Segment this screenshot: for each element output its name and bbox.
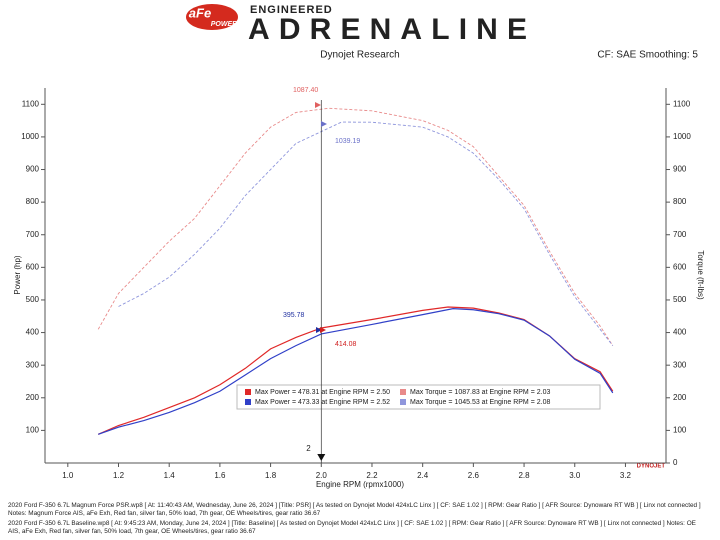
x-tick-label: 1.6 [214,471,226,480]
x-tick-label: 1.0 [62,471,74,480]
legend-label: Max Power = 478.31 at Engine RPM = 2.50 [255,389,390,396]
legend-label: Max Torque = 1045.53 at Engine RPM = 2.0… [410,399,550,406]
notes: 2020 Ford F-350 6.7L Magnum Force PSR.wp… [8,502,708,538]
y2-tick-label: 1100 [673,99,691,108]
y2-axis-label: Torque (ft-lbs) [696,250,705,300]
y-tick-label: 200 [26,393,40,402]
x-tick-label: 2.6 [468,471,480,480]
legend-swatch [245,389,251,395]
series-line [97,306,614,435]
header-title: ADRENALINE [248,13,528,46]
y-tick-label: 500 [26,295,40,304]
y2-tick-label: 300 [673,360,687,369]
y-tick-label: 800 [26,197,40,206]
annotation: 1039.19 [335,138,360,145]
annotation-pointer [321,121,327,127]
tagline: ENGINEERED [250,4,333,16]
legend: Max Power = 478.31 at Engine RPM = 2.50 M… [236,384,601,410]
y2-tick-label: 500 [673,295,687,304]
y-tick-label: 600 [26,262,40,271]
annotation-pointer [316,327,322,333]
legend-box [236,384,601,410]
x-tick-label: 2.2 [366,471,378,480]
note: 2020 Ford F-350 6.7L Magnum Force PSR.wp… [8,502,701,517]
y-tick-label: 700 [26,230,40,239]
chart-title: Dynojet Research [320,50,399,61]
x-tick-label: 2.4 [417,471,429,480]
y2-tick-label: 900 [673,165,687,174]
y-tick-label: 100 [26,426,40,435]
brand: aFe [189,5,211,20]
x-tick-label: 1.8 [265,471,277,480]
legend-label: Max Power = 473.33 at Engine RPM = 2.52 [255,399,390,406]
y-tick-label: 900 [26,165,40,174]
x-tick-label: 2.0 [316,471,328,480]
y2-tick-label: 100 [673,426,687,435]
y-axis-label: Power (hp) [13,255,22,294]
legend-swatch [400,399,406,405]
y2-tick-label: 0 [673,458,678,467]
annotation: 1087.40 [293,87,318,94]
y-tick-label: 1000 [21,132,39,141]
x-tick-label: 3.0 [569,471,581,480]
x-tick-label: 2.8 [518,471,530,480]
series-line [118,121,614,346]
y2-tick-label: 600 [673,262,687,271]
logo-badge [186,4,238,30]
y-tick-label: 300 [26,360,40,369]
y2-tick-label: 800 [673,197,687,206]
y2-tick-label: 400 [673,328,687,337]
note: 2020 Ford F-350 6.7L Baseline.wp8 [ At: … [8,520,696,535]
y-tick-label: 400 [26,328,40,337]
series-line [98,308,614,435]
brand-mark: DYNOJET [637,464,666,470]
legend-swatch [400,389,406,395]
x-axis-label: Engine RPM (rpmx1000) [316,480,404,489]
series-line [97,107,614,346]
annotation-pointer [315,102,321,108]
legend-swatch [245,399,251,405]
cursor-label: 2 [306,444,311,453]
x-tick-label: 1.4 [164,471,176,480]
chart: aFe POWER ENGINEERED ADRENALINE Dynojet … [13,4,705,489]
annotation: 414.08 [335,341,357,348]
brand-sub: POWER [211,21,237,28]
chart-subtitle: CF: SAE Smoothing: 5 [597,50,698,61]
annotation-pointer [320,327,326,333]
annotation: 395.78 [283,312,305,319]
y-tick-label: 1100 [22,99,40,108]
y2-tick-label: 200 [673,393,687,402]
legend-label: Max Torque = 1087.83 at Engine RPM = 2.0… [410,389,550,396]
cursor-arrow [317,454,326,461]
y2-tick-label: 700 [673,230,687,239]
x-tick-label: 3.2 [620,471,632,480]
y2-tick-label: 1000 [673,132,691,141]
x-tick-label: 1.2 [113,471,125,480]
